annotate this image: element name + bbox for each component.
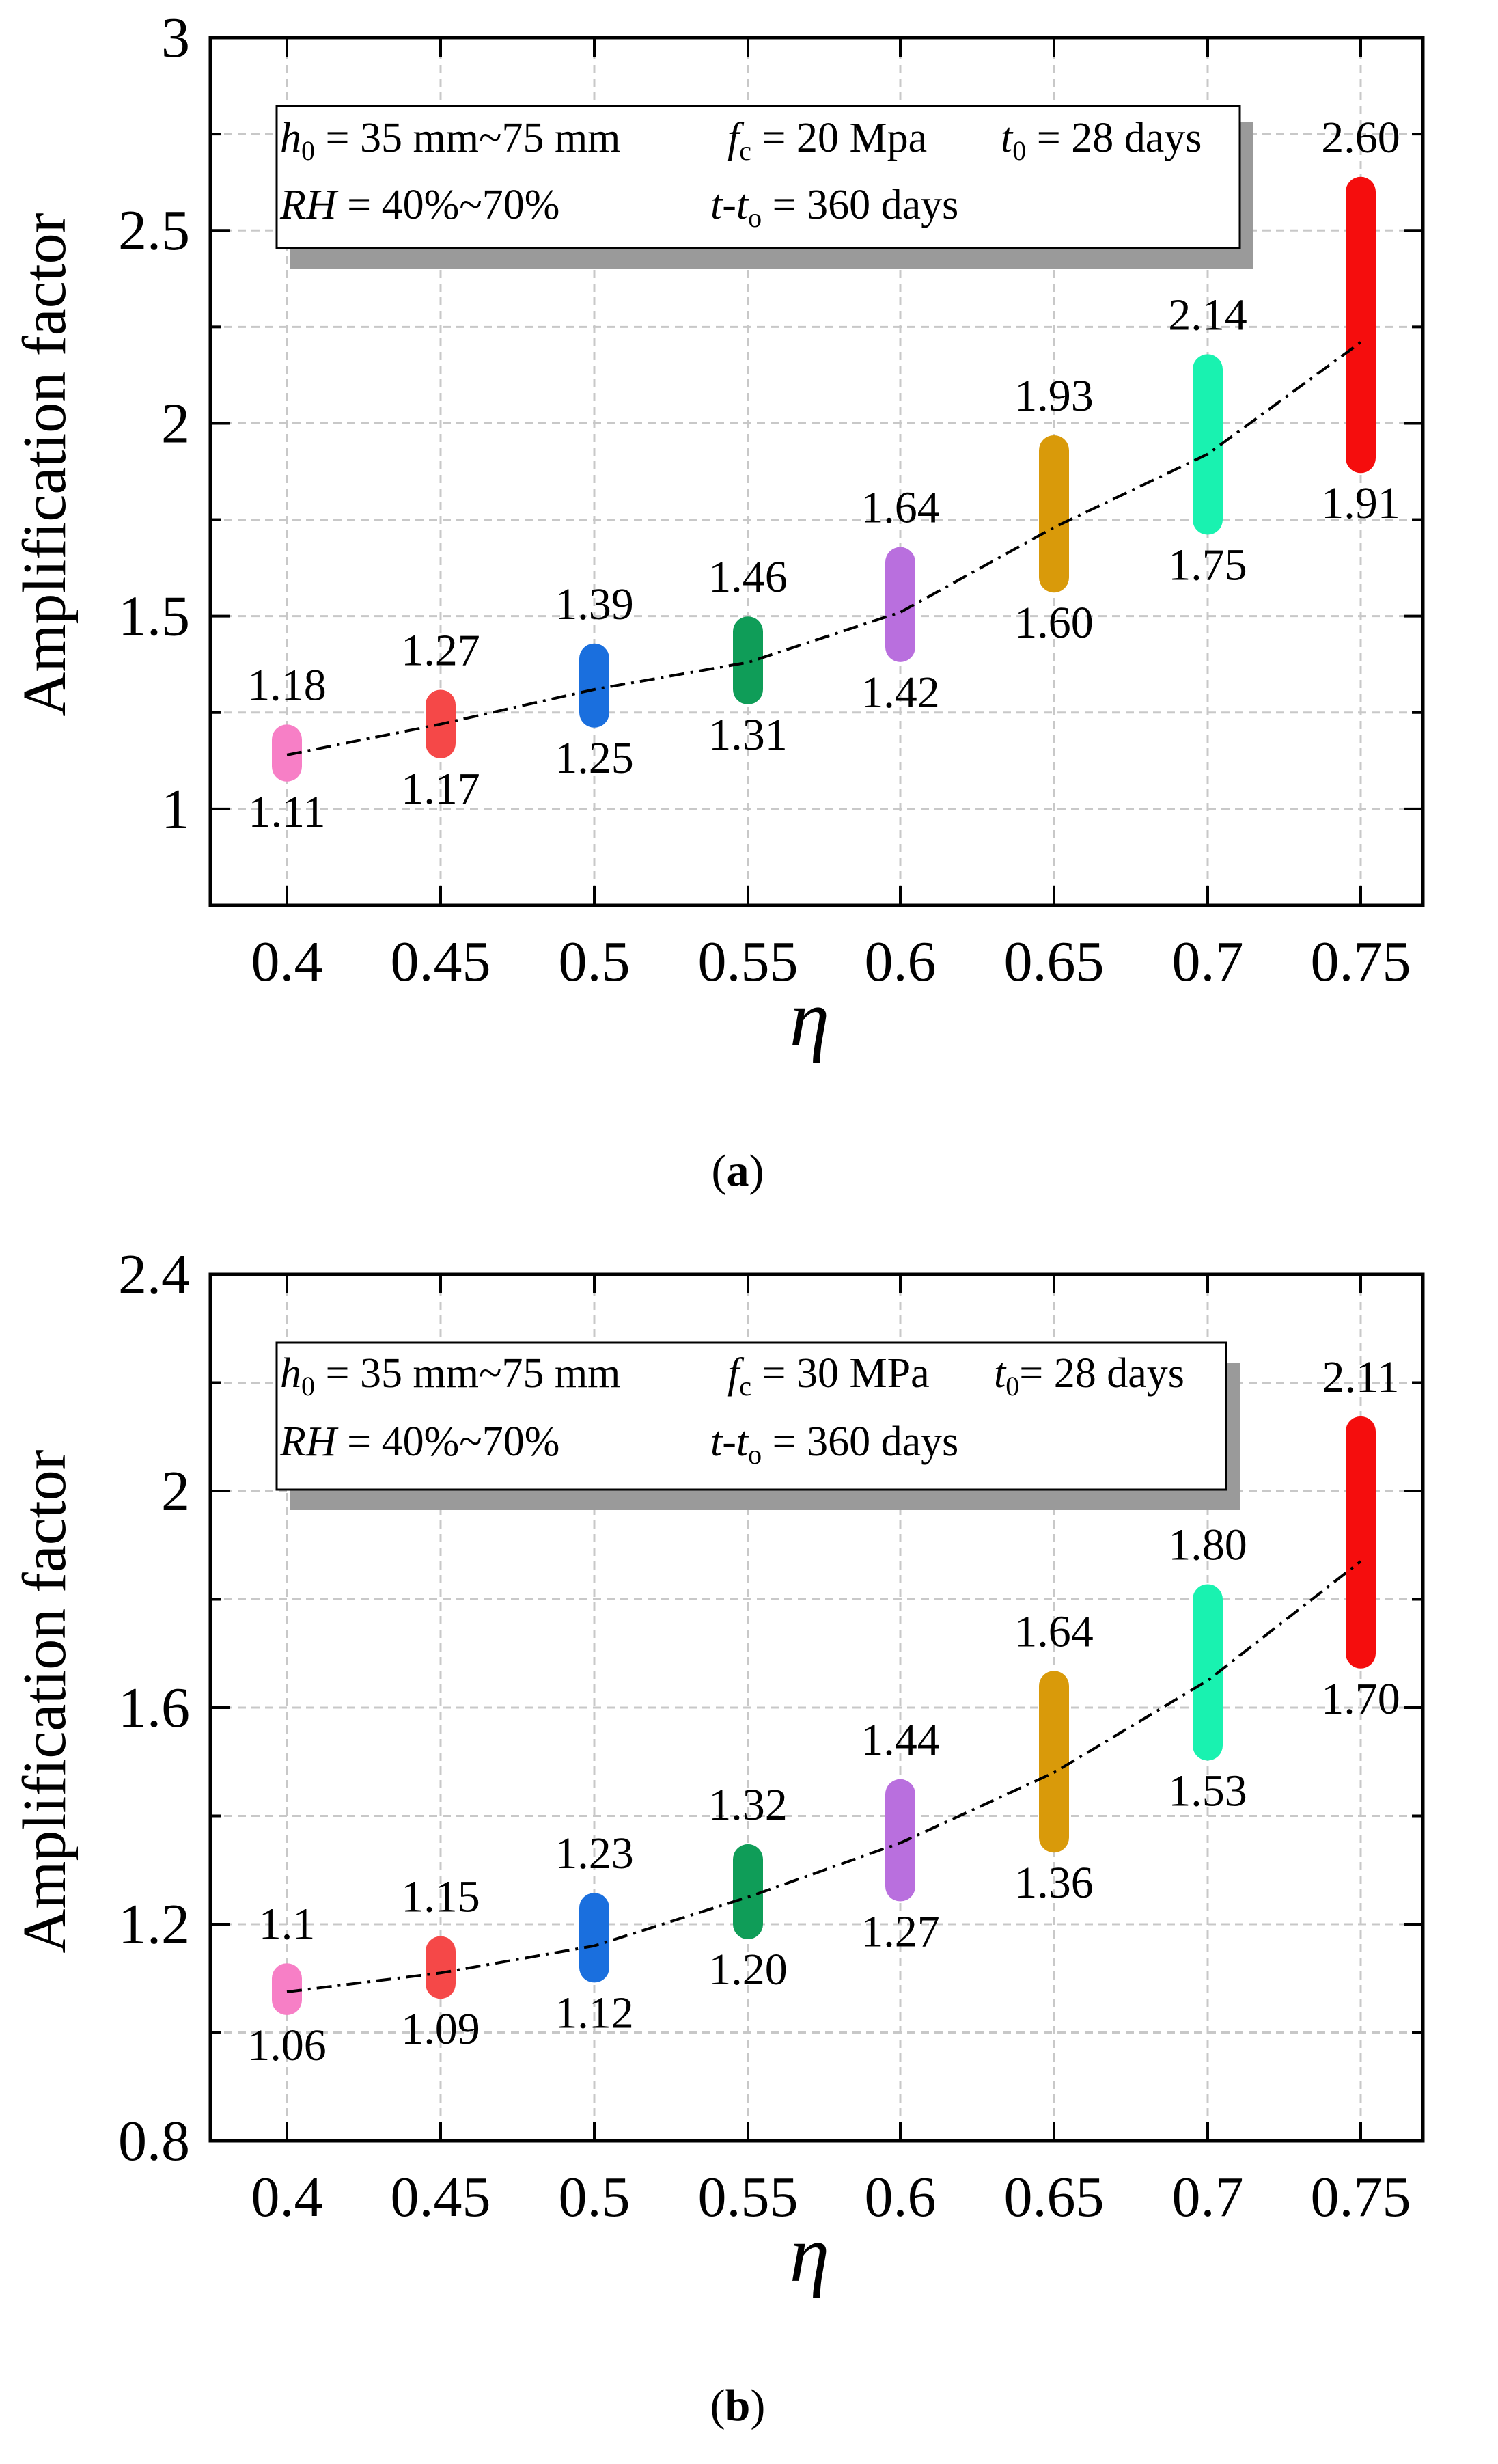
- lower-value-label: 1.53: [1168, 1766, 1247, 1816]
- lower-value-label: 1.75: [1168, 540, 1247, 590]
- y-axis: 1 1.5 2 2.5 3: [118, 6, 1423, 907]
- x-tick-label: 0.75: [1311, 2165, 1411, 2229]
- y-tick-label: 2.5: [118, 199, 190, 262]
- annotation-line-2: RH = 40%~70% t-to = 360 days: [279, 1419, 958, 1470]
- upper-value-label: 1.44: [861, 1715, 940, 1765]
- y-tick-label: 1.5: [118, 585, 190, 648]
- x-tick-label: 0.5: [559, 930, 630, 994]
- lower-value-label: 1.20: [708, 1945, 788, 1995]
- upper-value-label: 1.1: [259, 1899, 316, 1949]
- upper-value-label: 2.11: [1322, 1352, 1399, 1402]
- value-labels: 1.18 1.11 1.27 1.17 1.39 1.25 1.46 1.31 1.64 1.42…: [247, 113, 1400, 837]
- annotation-box: h0 = 35 mm~75 mm fc = 30 MPa t0= 28 days R…: [275, 1341, 1240, 1510]
- lower-value-label: 1.12: [555, 1988, 634, 2038]
- x-tick-label: 0.7: [1172, 930, 1244, 994]
- y-tick-label: 3: [161, 6, 190, 70]
- trend-line: [286, 1560, 1362, 1994]
- lower-value-label: 1.36: [1014, 1858, 1094, 1908]
- lower-value-label: 1.17: [401, 764, 480, 814]
- lower-value-label: 1.09: [401, 2004, 480, 2054]
- lower-value-label: 1.42: [861, 668, 940, 717]
- y-tick-label: 1: [161, 778, 190, 841]
- lower-value-label: 1.25: [555, 733, 634, 783]
- x-axis: 0.4 0.45 0.5 0.55 0.6 0.65 0.7 0.75: [251, 1274, 1411, 2229]
- x-tick-label: 0.7: [1172, 2165, 1244, 2229]
- x-tick-label: 0.45: [391, 930, 491, 994]
- x-tick-label: 0.45: [391, 2165, 491, 2229]
- lower-value-label: 1.60: [1014, 598, 1094, 648]
- upper-value-label: 1.39: [555, 579, 634, 629]
- lower-value-label: 1.91: [1321, 478, 1400, 528]
- y-tick-label: 1.6: [118, 1676, 190, 1740]
- annotation-line-1: h0 = 35 mm~75 mm fc = 20 Mpa t0 = 28 days: [280, 115, 1202, 166]
- lower-value-label: 1.11: [248, 787, 325, 837]
- range-bars: [272, 1416, 1376, 2015]
- y-axis: 0.8 1.2 1.6 2 2.4: [118, 1243, 1423, 2173]
- x-tick-label: 0.65: [1004, 2165, 1105, 2229]
- upper-value-label: 1.27: [401, 625, 480, 675]
- lower-value-label: 1.06: [247, 2021, 327, 2070]
- y-tick-label: 2.4: [118, 1243, 190, 1306]
- y-tick-label: 1.2: [118, 1893, 190, 1956]
- panel-label: (a): [712, 1146, 764, 1196]
- x-tick-label: 0.75: [1311, 930, 1411, 994]
- plot-frame: [208, 36, 1425, 907]
- y-axis-title: Amplification factor: [11, 1449, 79, 1953]
- range-bars: [272, 176, 1376, 782]
- x-tick-label: 0.4: [251, 2165, 323, 2229]
- x-tick-label: 0.55: [698, 2165, 799, 2229]
- upper-value-label: 1.46: [708, 552, 788, 602]
- upper-value-label: 1.64: [1014, 1606, 1094, 1656]
- x-tick-label: 0.5: [559, 2165, 630, 2229]
- x-tick-label: 0.4: [251, 930, 323, 994]
- upper-value-label: 1.15: [401, 1872, 480, 1922]
- chart-panel-b: h0 = 35 mm~75 mm fc = 30 MPa t0= 28 days R…: [11, 1243, 1425, 2431]
- panel-label: (b): [710, 2381, 766, 2431]
- value-labels: 1.1 1.06 1.15 1.09 1.23 1.12 1.32 1.20 1.44 1.27 1…: [247, 1352, 1400, 2070]
- x-axis: 0.4 0.45 0.5 0.55 0.6 0.65 0.7 0.75: [251, 38, 1411, 994]
- x-tick-label: 0.6: [865, 930, 937, 994]
- upper-value-label: 2.14: [1168, 290, 1247, 340]
- x-tick-label: 0.55: [698, 930, 799, 994]
- x-tick-label: 0.6: [865, 2165, 937, 2229]
- upper-value-label: 1.32: [708, 1780, 788, 1830]
- trend-line: [286, 341, 1362, 756]
- trend-line-group: [286, 1560, 1362, 1994]
- trend-line-group: [286, 341, 1362, 756]
- upper-value-label: 1.18: [247, 660, 327, 710]
- y-tick-label: 2: [161, 392, 190, 455]
- y-tick-label: 2: [161, 1460, 190, 1523]
- upper-value-label: 2.60: [1321, 113, 1400, 163]
- upper-value-label: 1.64: [861, 483, 940, 533]
- chart-panel-a: h0 = 35 mm~75 mm fc = 20 Mpa t0 = 28 days …: [11, 6, 1425, 1196]
- lower-value-label: 1.31: [708, 710, 788, 760]
- annotation-line-2: RH = 40%~70% t-to = 360 days: [279, 182, 958, 233]
- upper-value-label: 1.80: [1168, 1520, 1247, 1570]
- lower-value-label: 1.27: [861, 1907, 940, 1957]
- x-tick-label: 0.65: [1004, 930, 1105, 994]
- x-axis-title: η: [790, 2209, 830, 2299]
- annotation-line-1: h0 = 35 mm~75 mm fc = 30 MPa t0= 28 days: [280, 1350, 1184, 1401]
- upper-value-label: 1.93: [1014, 371, 1094, 421]
- annotation-box: h0 = 35 mm~75 mm fc = 20 Mpa t0 = 28 days …: [275, 105, 1253, 269]
- y-tick-label: 0.8: [118, 2109, 190, 2173]
- x-axis-title: η: [790, 974, 830, 1063]
- y-axis-title: Amplification factor: [11, 213, 79, 716]
- upper-value-label: 1.23: [555, 1829, 634, 1878]
- lower-value-label: 1.70: [1321, 1674, 1400, 1724]
